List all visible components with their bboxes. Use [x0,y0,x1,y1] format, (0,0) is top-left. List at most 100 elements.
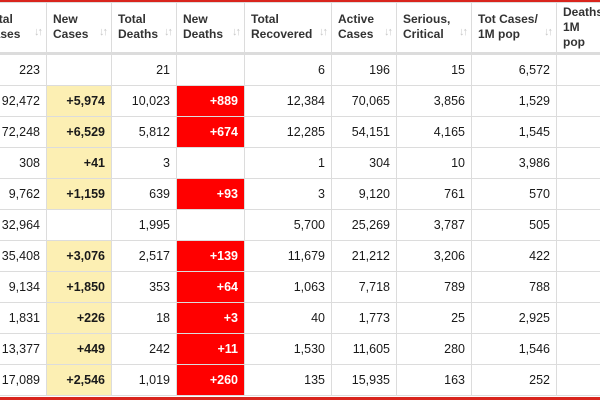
cell-active-cases: 196 [331,54,397,86]
cell-total-deaths: 1,019 [111,364,177,396]
column-header-new-cases[interactable]: New Cases ↓↑ [46,2,112,53]
cell-total-recovered: 11,679 [244,240,332,272]
column-header-total-recovered[interactable]: Total Recovered ↓↑ [244,2,332,53]
table-row[interactable]: 32,964 1,995 5,700 25,269 3,787 505 [0,209,600,241]
bottom-border [0,397,600,400]
column-header-label: New Cases [53,12,89,42]
cell-new-cases: +449 [46,333,112,365]
column-header-label: Deaths/ 1M pop [563,4,600,49]
table-row[interactable]: 223 21 6 196 15 6,572 [0,54,600,86]
cell-deaths-1m [556,85,600,117]
cell-serious-critical: 3,787 [396,209,472,241]
cell-serious-critical: 789 [396,271,472,303]
cell-active-cases: 11,605 [331,333,397,365]
cell-active-cases: 1,773 [331,302,397,334]
cell-total-deaths: 242 [111,333,177,365]
cell-serious-critical: 761 [396,178,472,210]
table-row[interactable]: 9,134 +1,850 353 +64 1,063 7,718 789 788 [0,271,600,303]
column-header-serious-critical[interactable]: Serious, Critical ↓↑ [396,2,472,53]
sort-arrows-icon[interactable]: ↓↑ [34,25,43,38]
cell-total-cases: 13,377 [0,333,47,365]
table-row[interactable]: 17,089 +2,546 1,019 +260 135 15,935 163 252 [0,364,600,396]
cell-deaths-1m [556,116,600,148]
cell-new-cases: +2,546 [46,364,112,396]
cell-serious-critical: 4,165 [396,116,472,148]
cell-total-cases: 92,472 [0,85,47,117]
column-header-total-cases[interactable]: Total Cases ↓↑ [0,2,47,53]
table-header: Total Cases↓↑New Cases↓↑Total Deaths↓↑Ne… [0,2,600,53]
cell-total-recovered: 6 [244,54,332,86]
cell-total-cases: 308 [0,147,47,179]
cell-total-recovered: 135 [244,364,332,396]
cell-total-deaths: 18 [111,302,177,334]
cell-total-cases: 72,248 [0,116,47,148]
cell-new-deaths: +674 [176,116,245,148]
column-header-label: Serious, Critical [403,12,451,42]
cell-new-cases: +5,974 [46,85,112,117]
table-row[interactable]: 13,377 +449 242 +11 1,530 11,605 280 1,546 [0,333,600,365]
cell-total-cases: 1,831 [0,302,47,334]
cell-new-cases: +1,850 [46,271,112,303]
cell-total-deaths: 2,517 [111,240,177,272]
column-header-active-cases[interactable]: Active Cases ↓↑ [331,2,397,53]
cell-new-cases: +226 [46,302,112,334]
cell-total-deaths: 353 [111,271,177,303]
cell-active-cases: 15,935 [331,364,397,396]
sort-arrows-icon[interactable]: ↓↑ [164,25,173,38]
cell-tot-cases-1m: 1,546 [471,333,557,365]
sort-arrows-icon[interactable]: ↓↑ [459,25,468,38]
cell-new-deaths: +889 [176,85,245,117]
cell-new-deaths: +260 [176,364,245,396]
table-row[interactable]: 1,831 +226 18 +3 40 1,773 25 2,925 [0,302,600,334]
table-row[interactable]: 92,472 +5,974 10,023 +889 12,384 70,065 3,856 1… [0,85,600,117]
cell-tot-cases-1m: 1,529 [471,85,557,117]
sort-arrows-icon[interactable]: ↓↑ [384,25,393,38]
cell-total-deaths: 3 [111,147,177,179]
column-header-tot-cases-1m[interactable]: Tot Cases/ 1M pop ↓↑ [471,2,557,53]
cell-new-deaths [176,209,245,241]
cell-serious-critical: 10 [396,147,472,179]
cell-tot-cases-1m: 3,986 [471,147,557,179]
cell-serious-critical: 280 [396,333,472,365]
sort-arrows-icon[interactable]: ↓↑ [99,25,108,38]
cell-tot-cases-1m: 6,572 [471,54,557,86]
cell-new-deaths: +93 [176,178,245,210]
cell-total-recovered: 40 [244,302,332,334]
column-header-new-deaths[interactable]: New Deaths ↓↑ [176,2,245,53]
cell-new-deaths: +64 [176,271,245,303]
cell-active-cases: 70,065 [331,85,397,117]
cell-deaths-1m [556,364,600,396]
table-row[interactable]: 9,762 +1,159 639 +93 3 9,120 761 570 [0,178,600,210]
column-header-label: Total Deaths [118,12,159,42]
cell-active-cases: 304 [331,147,397,179]
cell-active-cases: 9,120 [331,178,397,210]
cell-total-recovered: 12,285 [244,116,332,148]
table-row[interactable]: 72,248 +6,529 5,812 +674 12,285 54,151 4,165 1,… [0,116,600,148]
cell-tot-cases-1m: 2,925 [471,302,557,334]
cell-new-deaths: +11 [176,333,245,365]
cell-new-cases [46,209,112,241]
cell-tot-cases-1m: 422 [471,240,557,272]
cell-total-cases: 223 [0,54,47,86]
cell-active-cases: 25,269 [331,209,397,241]
table-row[interactable]: 308 +41 3 1 304 10 3,986 [0,147,600,179]
cell-tot-cases-1m: 1,545 [471,116,557,148]
top-border [0,0,600,2]
cell-new-deaths: +3 [176,302,245,334]
table-row[interactable]: 35,408 +3,076 2,517 +139 11,679 21,212 3,206 42… [0,240,600,272]
cell-new-cases: +41 [46,147,112,179]
column-header-total-deaths[interactable]: Total Deaths ↓↑ [111,2,177,53]
cell-total-cases: 32,964 [0,209,47,241]
sort-arrows-icon[interactable]: ↓↑ [232,25,241,38]
cell-deaths-1m [556,54,600,86]
sort-arrows-icon[interactable]: ↓↑ [544,25,553,38]
sort-arrows-icon[interactable]: ↓↑ [319,25,328,38]
cell-active-cases: 54,151 [331,116,397,148]
cell-tot-cases-1m: 788 [471,271,557,303]
cell-tot-cases-1m: 505 [471,209,557,241]
cell-total-recovered: 1 [244,147,332,179]
cell-serious-critical: 3,856 [396,85,472,117]
column-header-deaths-1m[interactable]: Deaths/ 1M pop↓↑ [556,2,600,53]
cell-total-cases: 9,134 [0,271,47,303]
